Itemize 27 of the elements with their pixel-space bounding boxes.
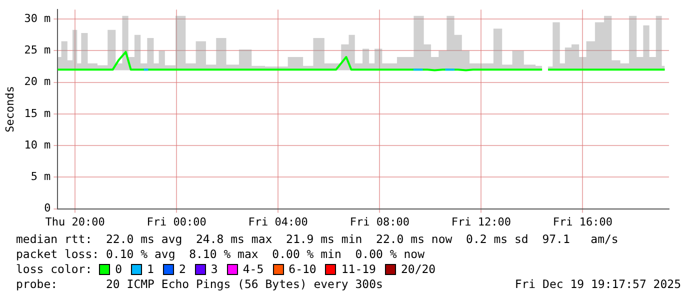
- x-tick-label: Fri 08:00: [350, 215, 410, 228]
- legend-label: 0: [115, 262, 122, 277]
- legend-label: 6-10: [288, 262, 316, 277]
- y-axis-title: Seconds: [3, 86, 16, 132]
- legend-label: 1: [147, 262, 154, 277]
- text: packet loss: 0.10 % avg 8.10 % max 0.00 % min 0.00 % now: [16, 247, 426, 262]
- y-tick-label: 0: [44, 202, 51, 215]
- text: probe: 20 ICMP Echo Pings (56 Bytes) every 300s: [16, 277, 383, 292]
- y-tick-label: 30 m: [24, 12, 52, 25]
- x-tick-label: Fri 04:00: [248, 215, 308, 228]
- legend-label: 2: [178, 262, 186, 277]
- legend-label: 4-5: [242, 262, 264, 277]
- y-tick-label: 5 m: [30, 170, 52, 184]
- x-tick-label: Fri 16:00: [552, 215, 612, 228]
- legend-label: 11-19: [341, 262, 376, 277]
- y-tick-label: 25 m: [24, 44, 52, 57]
- x-tick-label: Thu 20:00: [45, 215, 105, 228]
- legend-label: 20/20: [400, 262, 436, 277]
- legend-title: loss color:: [16, 262, 94, 277]
- y-tick-label: 15 m: [24, 106, 52, 120]
- text: Fri Dec 19 19:17:57 2025: [514, 277, 681, 292]
- x-tick-label: Fri 00:00: [146, 215, 206, 228]
- y-tick-label: 20 m: [24, 75, 52, 88]
- y-tick-label: 10 m: [24, 138, 52, 152]
- text: median rtt: 22.0 ms avg 24.8 ms max 21.9 ms min 22.0 ms now 0.2 ms sd 97.1 am/s: [16, 232, 620, 247]
- legend-label: 3: [210, 262, 218, 277]
- x-tick-label: Fri 12:00: [451, 215, 511, 228]
